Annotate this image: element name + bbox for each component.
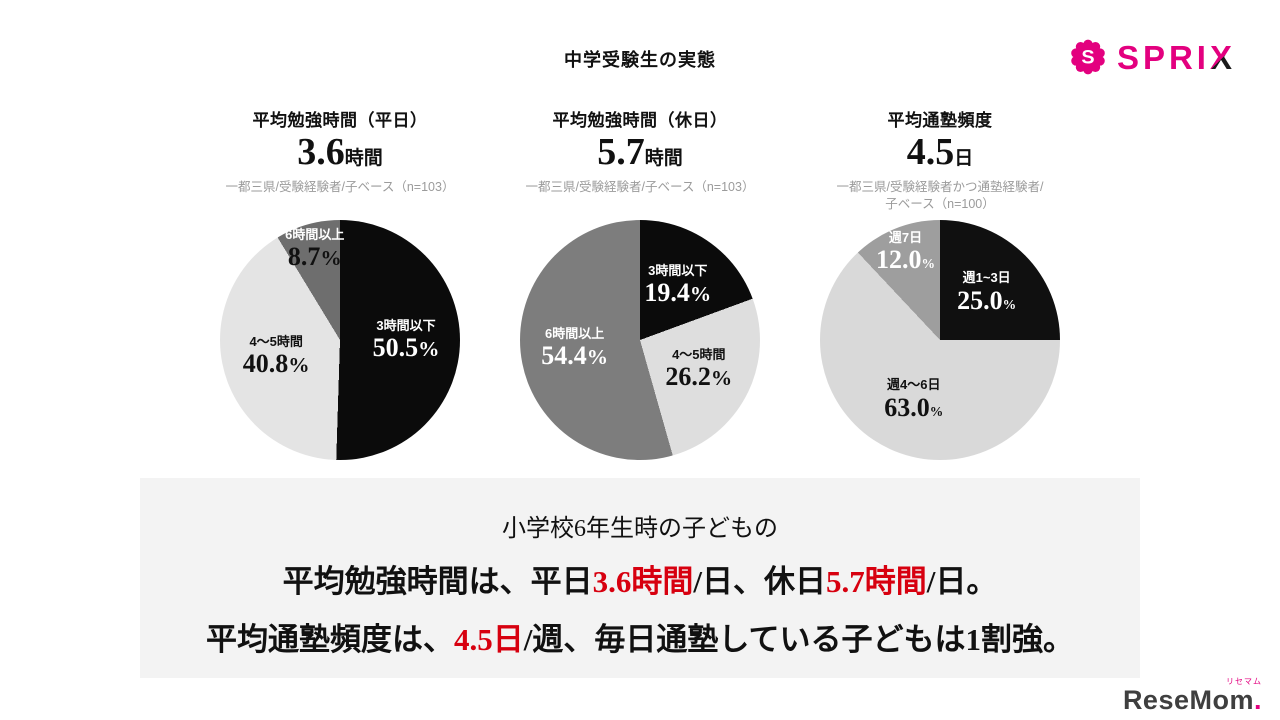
pie-slice-name: 6時間以上 [545,326,605,342]
resemom-kana-label: リセマム [1226,677,1262,686]
pie-slice-name: 3時間以下 [648,262,708,278]
pie-slice-percent: 25.0% [957,285,1017,315]
pie: 3時間以下 19.4% 4～5時間 26.2% 6時間以上 54.4% [520,219,760,460]
pie-slice-percent: 19.4% [644,278,712,308]
headline-stat: 3.6時間 [190,131,490,174]
base-note-line: 一都三県/受験経験者/子ベース（n=103） [525,179,755,194]
pie-slice-percent: 40.8% [242,349,310,379]
pie-slice-label: 3時間以下 50.5% [372,318,440,363]
headline-unit: 時間 [644,148,683,169]
base-note: 一都三県/受験経験者かつ通塾経験者/ 子ベース（n=100） [790,179,1090,215]
headline-value: 4.5 [906,131,955,173]
summary-box: 小学校6年生時の子どもの 平均勉強時間は、平日3.6時間/日、休日5.7時間/日… [140,478,1140,678]
page-title: 中学受験生の実態 [564,50,716,70]
headline-stat: 5.7時間 [490,131,790,174]
sprix-wordmark: SPRIX [1117,41,1236,74]
svg-text:S: S [1081,47,1094,69]
pie-slice-label: 週7日 12.0% [876,229,936,275]
pie-slice-name: 週1~3日 [962,270,1011,286]
sprix-wordmark-x: X [1209,38,1236,76]
pie-wrap: 3時間以下 50.5% 4～5時間 40.8% 6時間以上 8.7% [190,219,490,460]
sprix-emblem-icon: S [1071,39,1105,75]
chart-title: 平均勉強時間（休日） [552,111,728,130]
pie-slice-label: 4～5時間 26.2% [665,346,733,392]
pie-slice-label: 6時間以上 8.7% [285,226,345,272]
pie-wrap: 3時間以下 19.4% 4～5時間 26.2% 6時間以上 54.4% [490,219,790,460]
pie-slice-percent: 50.5% [372,333,440,363]
sprix-logo: S SPRIX [1069,38,1236,76]
pie-slice-name: 週4～6日 [887,377,941,393]
pie-slice-label: 週1~3日 25.0% [957,271,1016,315]
headline-value: 5.7 [597,131,645,173]
summary-highlight: 4.5日 [454,622,524,657]
summary-text: /日、休日 [693,564,826,599]
pie-slice-label: 4～5時間 40.8% [242,333,310,379]
headline-value: 3.6 [297,131,345,173]
resemom-logo: リセマム ReseMom. [1123,678,1262,714]
summary-line-1: 小学校6年生時の子どもの [502,516,778,542]
pie: 週1~3日 25.0% 週4～6日 63.0% 週7日 12.0% [820,219,1060,460]
pie-slice-label: 3時間以下 19.4% [644,262,712,308]
pie-slice-name: 週7日 [888,229,923,245]
pie-slice-percent: 8.7% [287,242,342,272]
resemom-dot: . [1253,685,1262,715]
summary-text: 平均勉強時間は、平日 [282,564,593,599]
pie-slice-percent: 63.0% [884,393,944,423]
base-note: 一都三県/受験経験者/子ベース（n=103） [190,179,490,215]
pie-slice-name: 6時間以上 [285,226,345,242]
base-note-line: 一都三県/受験経験者/子ベース（n=103） [225,179,455,194]
summary-text: 平均通塾頻度は、 [206,622,455,657]
headline-unit: 時間 [344,148,383,169]
pie-slice-percent: 12.0% [876,245,936,275]
summary-highlight: 5.7時間 [826,564,927,599]
pie-slice-name: 4～5時間 [249,333,303,349]
pie-slice-label: 6時間以上 54.4% [541,327,608,371]
sprix-wordmark-head: SPRI [1116,38,1210,76]
base-note-line: 子ベース（n=100） [885,196,995,211]
charts-row: 平均勉強時間（平日） 3.6時間 一都三県/受験経験者/子ベース（n=103） … [190,106,1090,460]
resemom-wordmark-text: ReseMom [1122,685,1254,715]
pie: 3時間以下 50.5% 4～5時間 40.8% 6時間以上 8.7% [220,219,460,460]
summary-text: /週、毎日通塾している子どもは1割強。 [523,622,1074,657]
pie-slice-percent: 26.2% [665,362,733,392]
pie-slice-name: 4～5時間 [672,346,726,362]
pie-slice-name: 3時間以下 [376,318,436,333]
pie-wrap: 週1~3日 25.0% 週4～6日 63.0% 週7日 12.0% [790,219,1090,460]
summary-text: /日。 [926,564,998,599]
chart-cram-school-frequency: 平均通塾頻度 4.5日 一都三県/受験経験者かつ通塾経験者/ 子ベース（n=10… [790,106,1090,460]
base-note-line: 一都三県/受験経験者かつ通塾経験者/ [836,179,1044,194]
base-note: 一都三県/受験経験者/子ベース（n=103） [490,179,790,215]
summary-line-2: 平均勉強時間は、平日3.6時間/日、休日5.7時間/日。 [140,556,1140,601]
headline-unit: 日 [954,148,974,169]
chart-title: 平均勉強時間（平日） [252,111,428,130]
pie-slice-percent: 54.4% [541,341,609,371]
resemom-wordmark: ReseMom. [1123,687,1262,714]
chart-holiday-study-time: 平均勉強時間（休日） 5.7時間 一都三県/受験経験者/子ベース（n=103） … [490,106,790,460]
chart-title: 平均通塾頻度 [887,111,993,130]
summary-line-3: 平均通塾頻度は、4.5日/週、毎日通塾している子どもは1割強。 [140,614,1140,659]
chart-weekday-study-time: 平均勉強時間（平日） 3.6時間 一都三県/受験経験者/子ベース（n=103） … [190,106,490,460]
pie-slice-label: 週4～6日 63.0% [884,377,944,423]
headline-stat: 4.5日 [790,131,1090,174]
summary-highlight: 3.6時間 [592,564,694,599]
